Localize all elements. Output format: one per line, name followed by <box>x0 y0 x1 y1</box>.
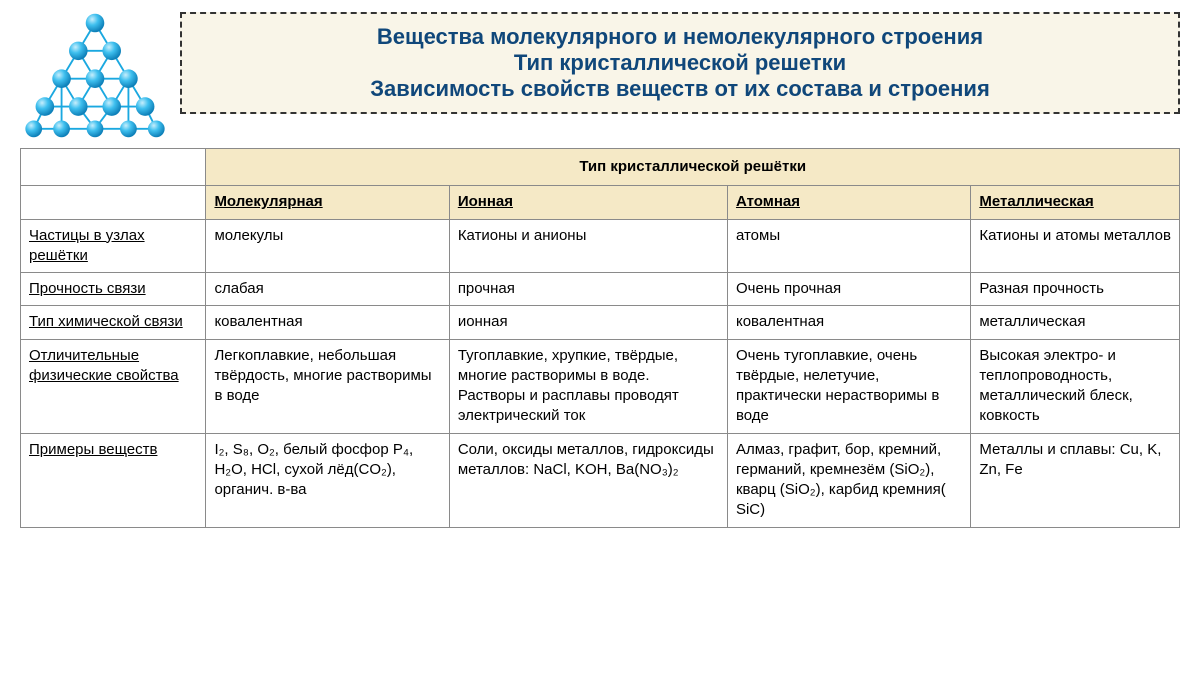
cell: Катионы и анионы <box>449 219 727 273</box>
cell: Очень тугоплавкие, очень твёрдые, нелету… <box>727 339 970 433</box>
cell: Высокая электро- и теплопроводность, мет… <box>971 339 1180 433</box>
cell: ковалентная <box>727 306 970 339</box>
row-label: Частицы в узлах решётки <box>21 219 206 273</box>
cell: Соли, оксиды металлов, гидроксиды металл… <box>449 433 727 527</box>
row-label: Тип химической связи <box>21 306 206 339</box>
cell: Очень прочная <box>727 273 970 306</box>
title-line-1: Вещества молекулярного и немолекулярного… <box>200 24 1160 50</box>
title-line-3: Зависимость свойств веществ от их состав… <box>200 76 1160 102</box>
cell: атомы <box>727 219 970 273</box>
crystal-lattice-icon <box>20 10 170 140</box>
cell: молекулы <box>206 219 449 273</box>
cell: ковалентная <box>206 306 449 339</box>
col-header-2: Атомная <box>727 186 970 219</box>
cell: слабая <box>206 273 449 306</box>
row-label: Отличительные физические свойства <box>21 339 206 433</box>
header-area: Вещества молекулярного и немолекулярного… <box>20 10 1180 140</box>
cell: Металлы и сплавы: Cu, K, Zn, Fe <box>971 433 1180 527</box>
col-header-0: Молекулярная <box>206 186 449 219</box>
cell: металлическая <box>971 306 1180 339</box>
cell: Катионы и атомы металлов <box>971 219 1180 273</box>
lattice-types-table: Тип кристаллической решётки Молекулярная… <box>20 148 1180 528</box>
table-super-header: Тип кристаллической решётки <box>206 149 1180 186</box>
row-label: Прочность связи <box>21 273 206 306</box>
cell: Алмаз, графит, бор, кремний, германий, к… <box>727 433 970 527</box>
cell: Тугоплавкие, хрупкие, твёрдые, многие ра… <box>449 339 727 433</box>
blank-corner <box>21 186 206 219</box>
row-label: Примеры веществ <box>21 433 206 527</box>
col-header-3: Металлическая <box>971 186 1180 219</box>
blank-corner <box>21 149 206 186</box>
table-row: Примеры веществ I₂, S₈, O₂, белый фосфор… <box>21 433 1180 527</box>
cell: прочная <box>449 273 727 306</box>
cell: Разная прочность <box>971 273 1180 306</box>
table-row: Прочность связи слабая прочная Очень про… <box>21 273 1180 306</box>
cell: Легкоплавкие, небольшая твёрдость, многи… <box>206 339 449 433</box>
title-line-2: Тип кристаллической решетки <box>200 50 1160 76</box>
table-row: Отличительные физические свойства Легкоп… <box>21 339 1180 433</box>
title-box: Вещества молекулярного и немолекулярного… <box>180 12 1180 114</box>
col-header-1: Ионная <box>449 186 727 219</box>
cell: ионная <box>449 306 727 339</box>
table-row: Частицы в узлах решётки молекулы Катионы… <box>21 219 1180 273</box>
cell: I₂, S₈, O₂, белый фосфор P₄, H₂O, HCl, с… <box>206 433 449 527</box>
table-row: Тип химической связи ковалентная ионная … <box>21 306 1180 339</box>
